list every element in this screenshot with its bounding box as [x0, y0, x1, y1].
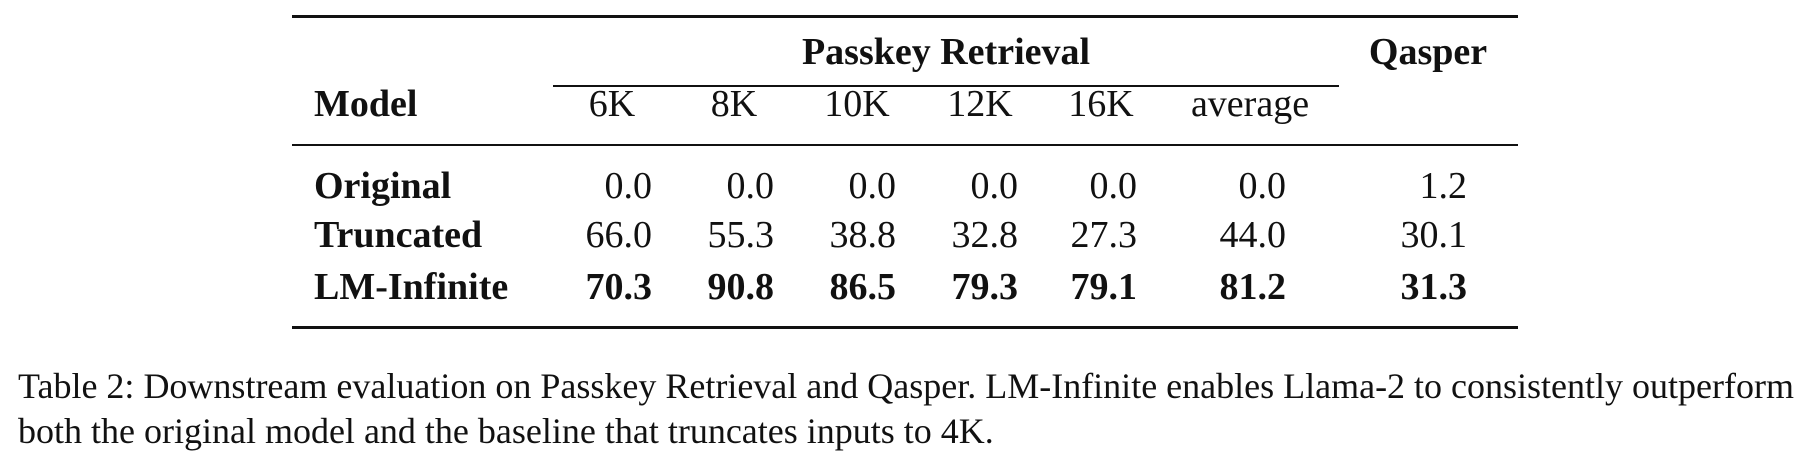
column-header-10k: 10K — [824, 83, 890, 125]
table-cell: 0.0 — [970, 165, 1019, 207]
table-cell: 79.3 — [951, 266, 1019, 308]
row-label-lm-infinite: LM-Infinite — [314, 266, 509, 308]
table-cell: 38.8 — [829, 214, 897, 256]
model-header: Model — [314, 83, 418, 125]
column-header-8k: 8K — [710, 83, 758, 125]
table-bottom-rule — [292, 326, 1518, 329]
table-cell: 44.0 — [1219, 214, 1287, 256]
table-cell: 81.2 — [1219, 266, 1287, 308]
table-caption: Table 2: Downstream evaluation on Passke… — [18, 366, 1794, 451]
table-cell: 66.0 — [585, 214, 653, 256]
table-cell: 27.3 — [1070, 214, 1138, 256]
table-cell: 0.0 — [1238, 165, 1287, 207]
table-top-rule — [292, 15, 1518, 18]
table-cell: 0.0 — [726, 165, 775, 207]
passkey-group-rule — [553, 85, 1339, 87]
table-cell: 79.1 — [1070, 266, 1138, 308]
column-header-16k: 16K — [1068, 83, 1134, 125]
table-cell: 55.3 — [707, 214, 775, 256]
table-header-rule — [292, 144, 1518, 146]
table-cell: 0.0 — [1089, 165, 1138, 207]
row-label-truncated: Truncated — [314, 214, 483, 256]
column-header-average: average — [1190, 83, 1310, 125]
table-cell: 70.3 — [585, 266, 653, 308]
column-header-12k: 12K — [947, 83, 1013, 125]
table-cell: 86.5 — [829, 266, 897, 308]
table-cell: 1.2 — [1419, 165, 1468, 207]
qasper-header: Qasper — [1368, 31, 1488, 73]
table-cell: 32.8 — [951, 214, 1019, 256]
table-cell: 90.8 — [707, 266, 775, 308]
column-header-6k: 6K — [588, 83, 636, 125]
passkey-retrieval-header: Passkey Retrieval — [801, 31, 1091, 73]
table-cell: 0.0 — [604, 165, 653, 207]
table-cell: 31.3 — [1400, 266, 1468, 308]
table-cell: 30.1 — [1400, 214, 1468, 256]
table-cell: 0.0 — [848, 165, 897, 207]
row-label-original: Original — [314, 165, 452, 207]
